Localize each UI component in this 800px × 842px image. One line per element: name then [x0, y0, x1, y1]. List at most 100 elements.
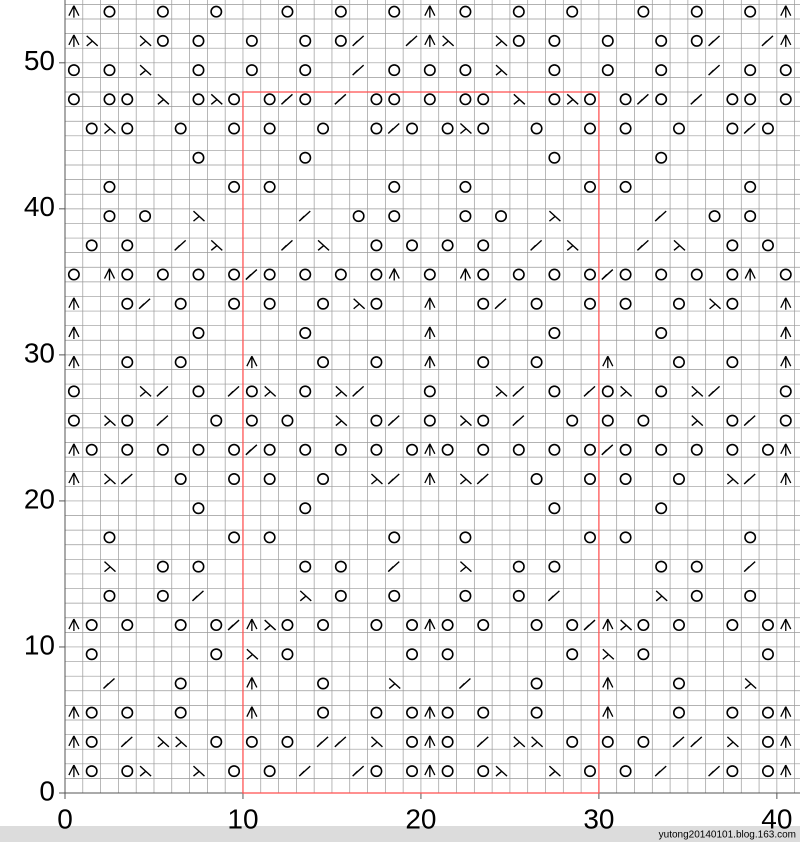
stitch-symbol	[406, 619, 419, 632]
stitch-symbol	[495, 35, 508, 47]
stitch-symbol	[103, 64, 116, 77]
stitch-symbol	[655, 443, 668, 456]
stitch-symbol	[192, 385, 205, 398]
stitch-symbol	[192, 34, 205, 47]
stitch-symbol	[156, 589, 169, 602]
stitch-symbol	[548, 151, 561, 164]
stitch-symbol	[459, 473, 472, 485]
stitch-symbol	[406, 443, 419, 456]
stitch-symbol	[121, 765, 134, 778]
stitch-symbol	[227, 385, 240, 397]
stitch-symbol	[459, 589, 472, 602]
stitch-symbol	[424, 618, 436, 632]
stitch-symbol	[548, 502, 561, 515]
stitch-symbol	[672, 122, 685, 135]
stitch-symbol	[424, 355, 436, 369]
stitch-symbol	[67, 93, 80, 106]
stitch-symbol	[512, 560, 525, 573]
stitch-symbol	[68, 706, 80, 719]
stitch-symbol	[281, 619, 294, 632]
stitch-symbol	[299, 443, 312, 456]
stitch-symbol	[690, 5, 703, 18]
stitch-symbol	[246, 648, 259, 660]
stitch-symbol	[228, 268, 241, 281]
stitch-symbol	[708, 210, 721, 223]
stitch-symbol	[210, 619, 223, 632]
y-tick-label: 10	[24, 629, 55, 660]
stitch-symbol	[156, 5, 169, 18]
stitch-symbol	[406, 765, 419, 778]
stitch-symbol	[103, 5, 116, 18]
stitch-symbol	[174, 677, 187, 690]
stitch-symbol	[85, 765, 98, 778]
stitch-symbol	[423, 64, 436, 77]
stitch-symbol	[139, 765, 152, 777]
stitch-symbol	[121, 414, 134, 427]
stitch-symbol	[726, 239, 739, 252]
stitch-symbol	[138, 298, 151, 310]
stitch-symbol	[192, 93, 205, 106]
stitch-symbol	[192, 64, 205, 77]
stitch-symbol	[103, 589, 116, 602]
stitch-symbol	[601, 34, 614, 47]
stitch-symbol	[548, 385, 561, 398]
stitch-symbol	[459, 531, 472, 544]
stitch-symbol	[744, 268, 756, 281]
stitch-symbol	[602, 706, 614, 719]
stitch-symbol	[68, 735, 80, 748]
stitch-symbol	[334, 34, 347, 47]
grid: 0 10 20 30 40 0 10 20 30 40 50	[24, 0, 800, 834]
stitch-symbol	[495, 765, 508, 777]
stitch-symbol	[68, 5, 80, 18]
stitch-symbol	[210, 5, 223, 18]
stitch-symbol	[68, 472, 80, 486]
stitch-symbol	[691, 415, 704, 427]
stitch-symbol	[245, 385, 258, 398]
stitch-symbol	[335, 385, 348, 397]
stitch-symbol	[423, 268, 436, 281]
stitch-symbol	[548, 560, 561, 573]
stitch-symbol	[583, 385, 596, 397]
stitch-symbol	[761, 619, 774, 632]
stitch-symbol	[334, 443, 347, 456]
stitch-symbol	[477, 239, 490, 252]
stitch-symbol	[530, 356, 543, 369]
x-tick-label: 20	[405, 803, 436, 834]
stitch-symbol	[405, 35, 418, 47]
stitch-symbol	[406, 648, 419, 661]
stitch-symbol	[263, 180, 276, 193]
stitch-symbol	[245, 64, 258, 77]
stitch-symbol	[174, 619, 187, 632]
y-tick-label: 30	[24, 337, 55, 368]
stitch-symbol	[210, 648, 223, 661]
stitch-symbol	[672, 356, 685, 369]
stitch-symbol	[726, 619, 739, 632]
stitch-symbol	[459, 122, 472, 135]
stitch-symbol	[512, 385, 525, 397]
stitch-symbol	[442, 35, 455, 47]
stitch-symbol	[387, 415, 400, 427]
stitch-symbol	[121, 239, 134, 252]
stitch-symbol	[388, 93, 401, 106]
stitch-symbol	[139, 64, 152, 76]
stitch-symbol	[601, 64, 614, 77]
stitch-symbol	[424, 5, 436, 18]
stitch-symbol	[459, 64, 472, 77]
stitch-symbol	[263, 297, 276, 310]
stitch-symbol	[352, 765, 365, 777]
stitch-symbol	[104, 473, 116, 485]
stitch-symbol	[263, 531, 276, 544]
stitch-symbol	[228, 122, 241, 135]
stitch-symbol	[512, 34, 525, 47]
stitch-symbol	[655, 502, 668, 515]
stitch-symbol	[566, 619, 579, 632]
stitch-symbol	[690, 268, 703, 281]
stitch-symbol	[637, 5, 650, 18]
stitch-symbol	[708, 35, 721, 47]
stitch-symbol	[85, 735, 98, 748]
stitch-symbol	[299, 326, 312, 339]
y-tick-label: 40	[24, 191, 55, 222]
stitch-symbol	[68, 443, 80, 456]
stitch-symbol	[246, 355, 258, 369]
